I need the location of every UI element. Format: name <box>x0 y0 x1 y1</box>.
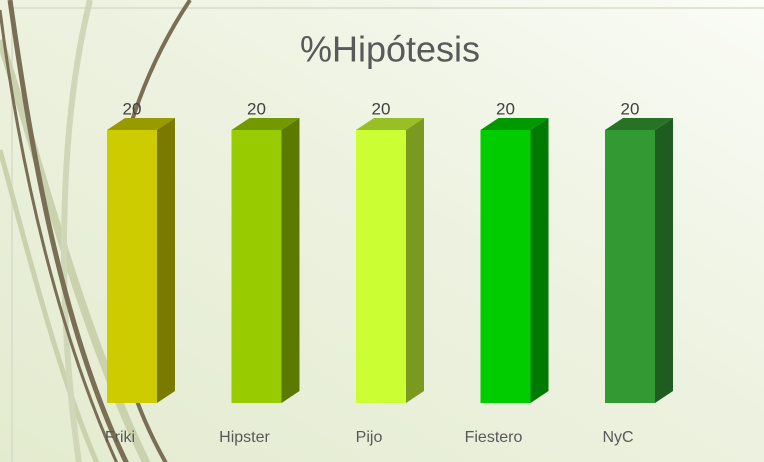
value-label: 20 <box>621 99 640 118</box>
bar-top <box>231 118 300 130</box>
bar <box>356 130 406 403</box>
frame <box>11 7 764 462</box>
value-label: 20 <box>496 99 515 118</box>
x-tick-label: NyC <box>602 429 633 446</box>
x-tick-label: Pijo <box>356 429 383 446</box>
bar-side <box>157 118 175 403</box>
bar-side <box>530 118 549 403</box>
bar-side <box>281 118 300 403</box>
bar-side <box>655 118 673 403</box>
bar <box>107 130 157 403</box>
decoration <box>0 0 192 462</box>
value-label: 20 <box>247 99 266 118</box>
bar-top <box>605 118 673 130</box>
bar-top <box>480 118 549 130</box>
value-label: 20 <box>372 99 391 118</box>
bar <box>605 130 655 403</box>
x-tick-label: Hipster <box>219 429 270 446</box>
bar-top <box>356 118 424 130</box>
bar <box>480 130 531 403</box>
bar-side <box>406 118 424 403</box>
x-tick-label: Friki <box>105 429 135 446</box>
bar-top <box>107 118 175 130</box>
x-tick-label: Fiestero <box>465 429 523 446</box>
bar <box>231 130 282 403</box>
chart-title: %Hipótesis <box>300 29 480 70</box>
value-label: 20 <box>123 99 142 118</box>
